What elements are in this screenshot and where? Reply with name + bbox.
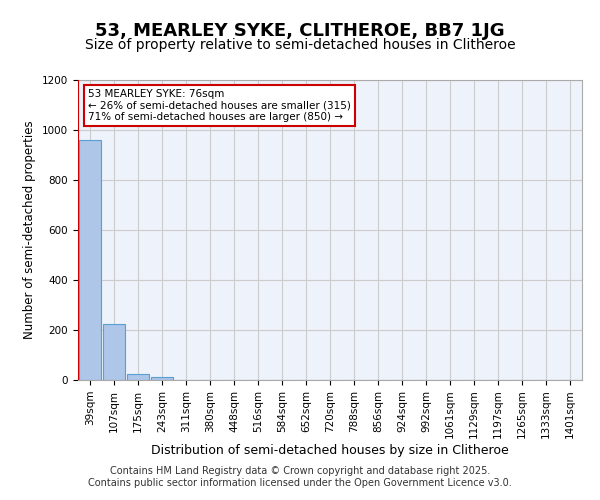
Y-axis label: Number of semi-detached properties: Number of semi-detached properties — [23, 120, 37, 340]
Bar — [127, 374, 149, 380]
Text: 53 MEARLEY SYKE: 76sqm
← 26% of semi-detached houses are smaller (315)
71% of se: 53 MEARLEY SYKE: 76sqm ← 26% of semi-det… — [88, 89, 351, 122]
Bar — [151, 377, 173, 380]
Text: 53, MEARLEY SYKE, CLITHEROE, BB7 1JG: 53, MEARLEY SYKE, CLITHEROE, BB7 1JG — [95, 22, 505, 40]
Bar — [79, 140, 101, 380]
X-axis label: Distribution of semi-detached houses by size in Clitheroe: Distribution of semi-detached houses by … — [151, 444, 509, 457]
Text: Size of property relative to semi-detached houses in Clitheroe: Size of property relative to semi-detach… — [85, 38, 515, 52]
Bar — [103, 324, 125, 380]
Text: Contains HM Land Registry data © Crown copyright and database right 2025.
Contai: Contains HM Land Registry data © Crown c… — [88, 466, 512, 487]
